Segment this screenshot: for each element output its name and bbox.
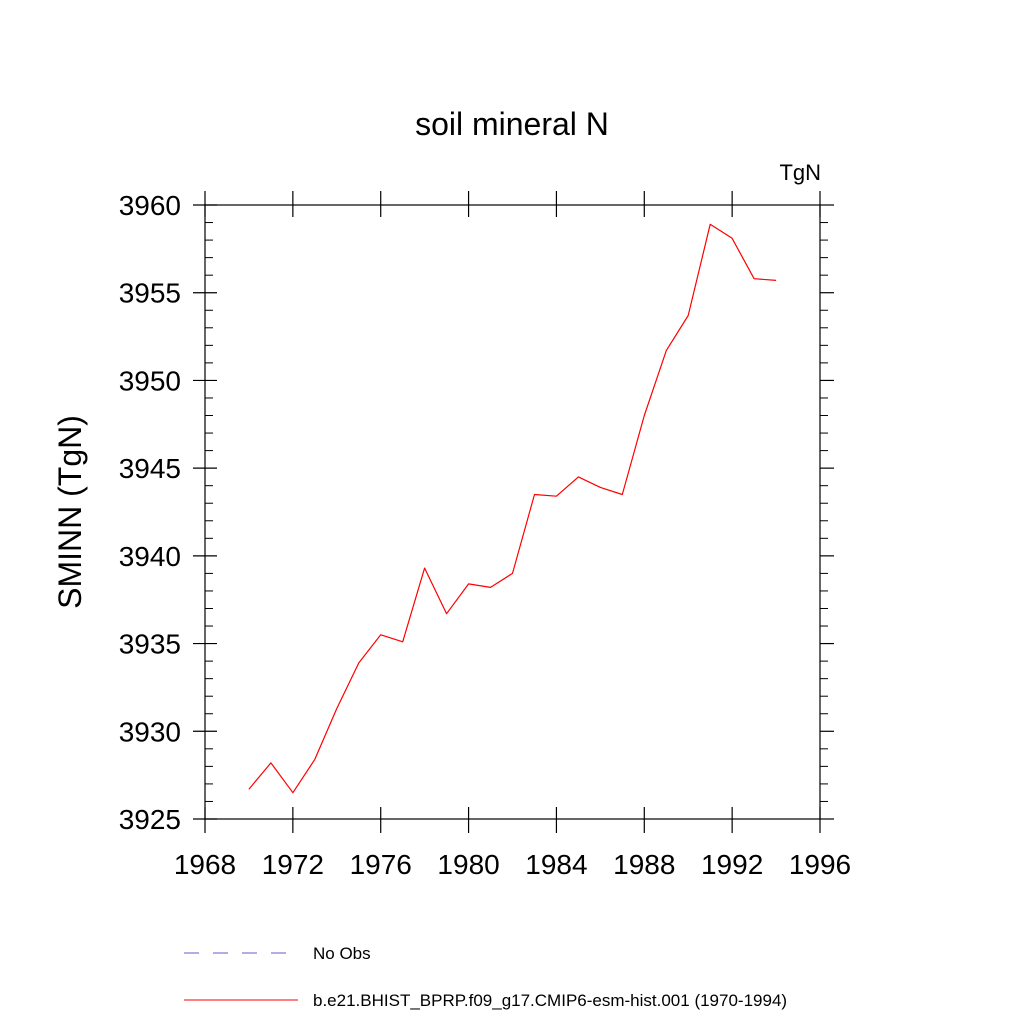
legend-label-model: b.e21.BHIST_BPRP.f09_g17.CMIP6-esm-hist.… xyxy=(313,991,787,1010)
plot-frame xyxy=(204,204,821,820)
units-label: TgN xyxy=(779,160,821,185)
x-tick-label: 1968 xyxy=(174,849,236,880)
legend-label-no-obs: No Obs xyxy=(313,944,371,963)
y-tick-label: 3935 xyxy=(119,629,181,660)
major-ticks xyxy=(193,191,834,833)
x-tick-label: 1976 xyxy=(350,849,412,880)
chart-title: soil mineral N xyxy=(415,106,609,142)
x-tick-label: 1992 xyxy=(701,849,763,880)
y-tick-label: 3940 xyxy=(119,541,181,572)
minor-ticks xyxy=(205,222,828,802)
x-tick-label: 1972 xyxy=(262,849,324,880)
y-tick-labels: 3925 3930 3935 3940 3945 3950 3955 3960 xyxy=(119,190,181,835)
x-tick-label: 1988 xyxy=(613,849,675,880)
legend: No Obs b.e21.BHIST_BPRP.f09_g17.CMIP6-es… xyxy=(184,944,787,1010)
y-tick-label: 3925 xyxy=(119,804,181,835)
series-line xyxy=(248,223,777,794)
x-tick-label: 1996 xyxy=(789,849,851,880)
y-tick-label: 3945 xyxy=(119,453,181,484)
y-tick-label: 3930 xyxy=(119,716,181,747)
y-tick-label: 3955 xyxy=(119,278,181,309)
y-tick-label: 3950 xyxy=(119,365,181,396)
x-tick-labels: 1968 1972 1976 1980 1984 1988 1992 1996 xyxy=(174,849,851,880)
x-tick-label: 1980 xyxy=(437,849,499,880)
series-layer xyxy=(248,223,777,794)
y-tick-label: 3960 xyxy=(119,190,181,221)
y-axis-label: SMINN (TgN) xyxy=(52,415,88,609)
x-tick-label: 1984 xyxy=(525,849,587,880)
